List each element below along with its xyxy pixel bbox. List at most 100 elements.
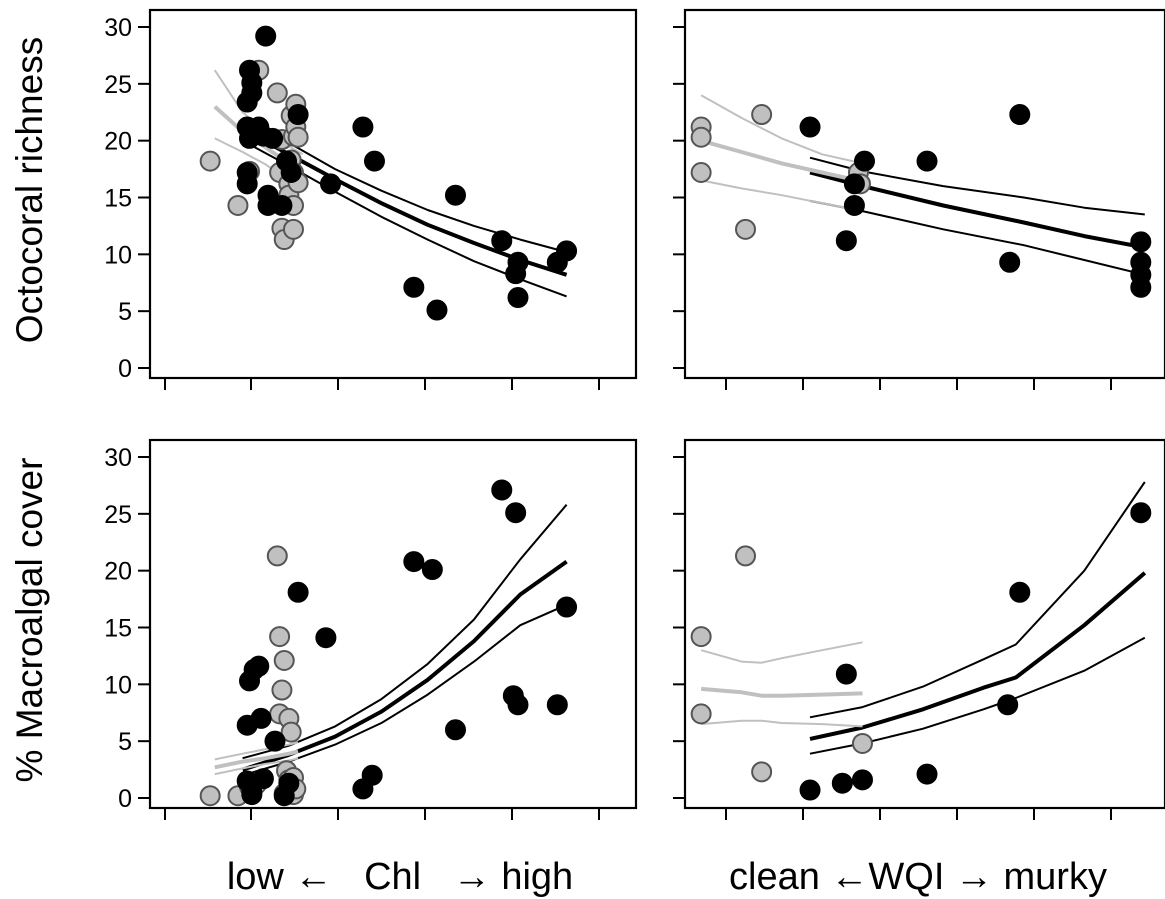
- panel-bottom-right: [673, 438, 1165, 820]
- data-point-black: [278, 772, 300, 794]
- y-axis-title-bottom: % Macroalgal cover: [9, 458, 50, 783]
- data-point-black: [843, 194, 865, 216]
- data-point-grey: [266, 545, 288, 567]
- data-point-black: [352, 116, 374, 138]
- data-point-black: [255, 25, 277, 47]
- data-point-grey: [735, 218, 757, 240]
- data-point-grey: [690, 626, 712, 648]
- data-point-black: [403, 551, 425, 573]
- data-point-black: [444, 184, 466, 206]
- data-point-grey: [282, 218, 304, 240]
- data-point-black: [421, 559, 443, 581]
- fit-line-fit: [809, 571, 1147, 741]
- data-point-black: [546, 694, 568, 716]
- data-point-black: [843, 173, 865, 195]
- data-point-black: [315, 627, 337, 649]
- panels-group: 0 5 10 15 20 25 30 0 5 10 15 20 25 30: [104, 8, 1165, 820]
- data-point-black: [507, 694, 529, 716]
- data-point-grey: [690, 126, 712, 148]
- y-tick-label: 10: [104, 671, 132, 699]
- y-tick-label: 25: [104, 501, 132, 529]
- data-point-black: [916, 150, 938, 172]
- data-point-grey: [690, 703, 712, 725]
- data-point-black: [491, 479, 513, 501]
- panel-top-right: [673, 8, 1165, 390]
- y-tick-label: 30: [104, 444, 132, 472]
- data-point-black: [999, 251, 1021, 273]
- x-axis-caption-left: low ← Chl → high: [227, 856, 573, 898]
- data-point-black: [236, 173, 258, 195]
- data-point-black: [271, 194, 293, 216]
- data-point-black: [287, 581, 309, 603]
- data-point-black: [851, 769, 873, 791]
- data-point-black: [262, 127, 284, 149]
- y-tick-label: 5: [118, 728, 132, 756]
- data-point-black: [491, 230, 513, 252]
- y-tick-label: 5: [118, 298, 132, 326]
- data-point-black: [505, 502, 527, 524]
- y-tick-label: 15: [104, 615, 132, 643]
- data-point-black: [252, 768, 274, 790]
- data-point-black: [241, 781, 263, 803]
- plot-frame: [683, 8, 1165, 380]
- data-point-black: [853, 150, 875, 172]
- data-point-grey: [287, 126, 309, 148]
- fit-line-fit: [700, 686, 863, 698]
- y-tick-label: 10: [104, 241, 132, 269]
- data-point-black: [556, 240, 578, 262]
- fit-line-ci-lower: [214, 757, 299, 776]
- fit-line-ci-upper: [214, 741, 299, 761]
- data-point-black: [1130, 502, 1152, 524]
- data-point-black: [361, 764, 383, 786]
- data-point-black: [835, 230, 857, 252]
- data-point-black: [1130, 276, 1152, 298]
- data-point-black: [997, 694, 1019, 716]
- data-point-grey: [280, 721, 302, 743]
- data-point-grey: [273, 649, 295, 671]
- data-point-black: [264, 730, 286, 752]
- fit-line-ci-upper: [809, 481, 1146, 719]
- y-tick-label: 20: [104, 128, 132, 156]
- data-point-black: [236, 91, 258, 113]
- data-point-grey: [266, 82, 288, 104]
- data-point-black: [280, 161, 302, 183]
- y-tick-label: 0: [118, 785, 132, 813]
- fit-line-ci-lower: [701, 719, 863, 728]
- panel-top-left: 0 5 10 15 20 25 30: [104, 8, 638, 390]
- data-point-black: [444, 719, 466, 741]
- data-point-grey: [199, 150, 221, 172]
- plot-frame: [148, 438, 638, 810]
- fit-line-ci-lower: [700, 179, 863, 213]
- y-tick-label: 30: [104, 14, 132, 42]
- fit-line-ci-upper: [700, 94, 863, 165]
- fit-line-fit: [700, 138, 863, 184]
- fit-line-ci-upper: [700, 641, 863, 664]
- panel-bottom-left: 0 5 10 15 20 25 30: [104, 438, 638, 820]
- data-point-grey: [199, 785, 221, 807]
- data-point-grey: [227, 194, 249, 216]
- data-point-black: [799, 779, 821, 801]
- fit-line-fit: [214, 749, 299, 770]
- plot-frame: [148, 8, 638, 380]
- y-tick-label: 0: [118, 355, 132, 383]
- data-point-black: [241, 72, 263, 94]
- data-point-grey: [751, 104, 773, 126]
- data-point-grey: [851, 732, 873, 754]
- data-point-black: [916, 763, 938, 785]
- data-point-black: [507, 287, 529, 309]
- y-tick-label: 20: [104, 558, 132, 586]
- plot-frame: [683, 438, 1165, 810]
- data-point-grey: [690, 161, 712, 183]
- data-point-black: [1009, 104, 1031, 126]
- y-axis-title-top: Octocoral richness: [9, 37, 50, 343]
- data-point-black: [1009, 581, 1031, 603]
- data-point-grey: [271, 679, 293, 701]
- data-point-black: [1130, 231, 1152, 253]
- data-point-black: [250, 707, 272, 729]
- data-point-black: [835, 663, 857, 685]
- y-tick-label: 25: [104, 71, 132, 99]
- x-axis-caption-right: clean ←WQI → murky: [729, 856, 1107, 898]
- data-point-grey: [751, 761, 773, 783]
- data-point-grey: [735, 545, 757, 567]
